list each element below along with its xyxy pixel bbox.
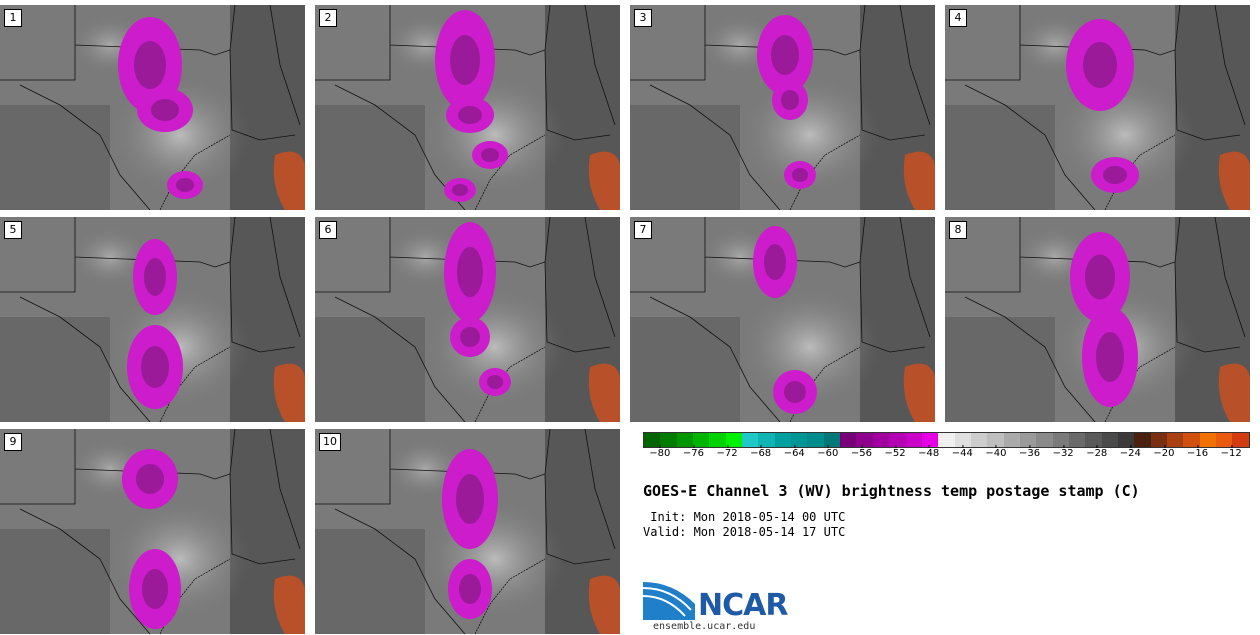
colorbar — [643, 432, 1250, 448]
colorbar-swatch — [889, 433, 906, 447]
colorbar-swatch — [1199, 433, 1217, 447]
colorbar-swatch — [856, 433, 873, 447]
colorbar-swatch — [1036, 433, 1053, 447]
panel-number: 9 — [4, 433, 22, 451]
colorbar-swatch — [791, 433, 808, 447]
colorbar-swatch — [693, 433, 710, 447]
postage-stamp-panel: 1 — [0, 5, 305, 210]
colorbar-swatch — [1101, 433, 1118, 447]
postage-stamp-panel: 8 — [945, 217, 1250, 422]
water-vapor-map — [630, 217, 935, 422]
colorbar-swatch — [970, 433, 988, 447]
colorbar-swatch — [938, 433, 955, 447]
colorbar-swatch — [1085, 433, 1102, 447]
colorbar-tick-label: −12 — [1220, 445, 1242, 459]
init-time: Init: Mon 2018-05-14 00 UTC — [643, 510, 846, 524]
colorbar-swatch — [1003, 433, 1020, 447]
postage-stamp-panel: 10 — [315, 429, 620, 634]
water-vapor-map — [0, 217, 305, 422]
colorbar-swatch — [709, 433, 726, 447]
colorbar-tick-label: −60 — [817, 445, 839, 459]
colorbar-swatch — [823, 433, 841, 447]
panel-number: 2 — [319, 9, 337, 27]
panel-number: 7 — [634, 221, 652, 239]
colorbar-swatch — [774, 433, 792, 447]
colorbar-swatch — [1232, 433, 1249, 447]
postage-stamp-panel: 4 — [945, 5, 1250, 210]
colorbar-swatch — [1216, 433, 1233, 447]
colorbar-swatch — [872, 433, 890, 447]
water-vapor-map — [315, 5, 620, 210]
colorbar-swatch — [725, 433, 743, 447]
colorbar-tick-label: −36 — [1018, 445, 1041, 459]
colorbar-swatch — [807, 433, 824, 447]
colorbar-tick-label: −68 — [750, 445, 772, 459]
water-vapor-map — [945, 5, 1250, 210]
colorbar-tick-label: −16 — [1187, 445, 1209, 459]
postage-stamp-panel: 3 — [630, 5, 935, 210]
colorbar-tick-label: −76 — [682, 445, 704, 459]
colorbar-swatch — [954, 433, 971, 447]
colorbar-tick-label: −56 — [850, 445, 873, 459]
colorbar-swatch — [660, 433, 677, 447]
water-vapor-map — [945, 217, 1250, 422]
colorbar-swatch — [1019, 433, 1037, 447]
page-title: GOES-E Channel 3 (WV) brightness temp po… — [643, 482, 1140, 500]
colorbar-tick-label: −64 — [783, 445, 805, 459]
colorbar-swatch — [758, 433, 775, 447]
panel-number: 10 — [319, 433, 341, 451]
water-vapor-map — [0, 429, 305, 634]
logo-text: NCAR — [698, 588, 788, 623]
colorbar-tick-label: −40 — [985, 445, 1007, 459]
colorbar-swatch — [840, 433, 857, 447]
water-vapor-map — [315, 217, 620, 422]
colorbar-swatch — [1183, 433, 1200, 447]
colorbar-swatch — [1167, 433, 1184, 447]
postage-stamp-panel: 7 — [630, 217, 935, 422]
postage-stamp-panel: 5 — [0, 217, 305, 422]
postage-stamp-panel: 2 — [315, 5, 620, 210]
colorbar-tick-label: −32 — [1052, 445, 1074, 459]
site-url: ensemble.ucar.edu — [653, 621, 756, 632]
ncar-logo-icon — [643, 582, 695, 620]
water-vapor-map — [630, 5, 935, 210]
colorbar-tick-label: −44 — [951, 445, 973, 459]
colorbar-swatch — [644, 433, 661, 447]
colorbar-tick-label: −52 — [884, 445, 906, 459]
colorbar-swatch — [921, 433, 939, 447]
panel-number: 8 — [949, 221, 967, 239]
panel-number: 1 — [4, 9, 22, 27]
colorbar-swatch — [987, 433, 1004, 447]
colorbar-swatch — [1068, 433, 1086, 447]
colorbar-tick-label: −24 — [1119, 445, 1141, 459]
colorbar-swatch — [742, 433, 759, 447]
colorbar-swatch — [1117, 433, 1135, 447]
panel-number: 3 — [634, 9, 652, 27]
colorbar-swatch — [1134, 433, 1151, 447]
colorbar-tick-label: −80 — [649, 445, 671, 459]
water-vapor-map — [315, 429, 620, 634]
colorbar-swatch — [676, 433, 694, 447]
valid-time: Valid: Mon 2018-05-14 17 UTC — [643, 525, 846, 539]
postage-stamp-panel: 6 — [315, 217, 620, 422]
colorbar-tick-label: −28 — [1086, 445, 1108, 459]
panel-number: 4 — [949, 9, 967, 27]
colorbar-tick-label: −48 — [918, 445, 940, 459]
panel-number: 6 — [319, 221, 337, 239]
water-vapor-map — [0, 5, 305, 210]
colorbar-ticks: −80 −76 −72 −68 −64 −60 −56 −52 −48 −44 −40 −36 −32−… — [643, 445, 1248, 468]
colorbar-swatch — [1150, 433, 1167, 447]
colorbar-tick-label: −20 — [1153, 445, 1175, 459]
colorbar-swatch — [905, 433, 922, 447]
postage-stamp-panel: 9 — [0, 429, 305, 634]
colorbar-tick-label: −72 — [716, 445, 738, 459]
colorbar-swatch — [1052, 433, 1069, 447]
panel-number: 5 — [4, 221, 22, 239]
